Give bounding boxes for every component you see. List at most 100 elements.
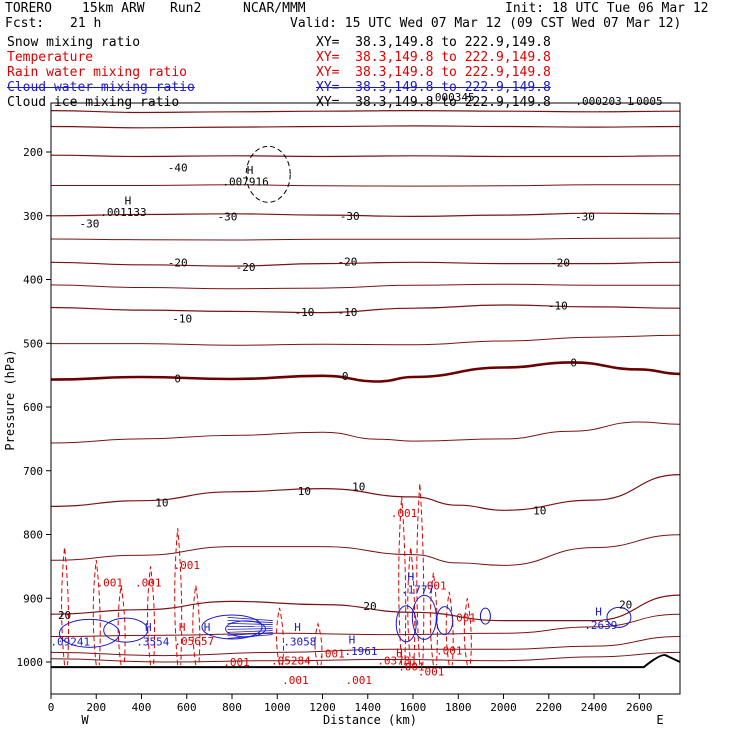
y-axis-title: Pressure (hPa) xyxy=(3,349,17,450)
rain-max-marker: H xyxy=(396,646,403,659)
rain-contour xyxy=(463,598,472,666)
isotherm-label: 20 xyxy=(363,600,376,613)
rain-label: .05284 xyxy=(271,655,311,668)
isotherm--30 xyxy=(50,212,681,218)
x-end-label-west: W xyxy=(81,713,89,727)
model-run: Run2 xyxy=(170,1,202,16)
cloud-water-max-marker: H xyxy=(407,571,414,584)
rain-label: .001 xyxy=(420,580,447,593)
rain-contour xyxy=(117,585,126,666)
model-resolution: 15km ARW xyxy=(82,1,145,16)
cloud-water-contour xyxy=(227,616,273,621)
y-tick-label: 700 xyxy=(23,465,43,478)
rain-label: .001 xyxy=(436,645,463,658)
rain-label: .001 xyxy=(282,674,309,687)
isotherm-label: 20 xyxy=(619,599,632,612)
isotherm-minor xyxy=(50,184,680,187)
fcst-label: Fcst: xyxy=(5,16,45,31)
isotherm--40 xyxy=(50,154,681,158)
snow-max-contour xyxy=(245,145,291,203)
snow-ice-label: .007916 xyxy=(222,175,268,188)
x-tick-label: 200 xyxy=(86,701,106,714)
isotherm-label: 10 xyxy=(533,504,546,517)
isotherm-label: -20 xyxy=(550,256,570,269)
cloud-water-max-marker: H xyxy=(204,621,211,634)
cloud-water-contour xyxy=(227,628,273,630)
snow-ice-label: .000203 xyxy=(575,95,621,108)
cloud-water-contour xyxy=(103,617,149,643)
cloud-water-contour xyxy=(201,614,263,640)
rain-contour xyxy=(92,559,101,666)
field-cloudwater-xy: XY= 38.3,149.8 to 222.9,149.8 xyxy=(316,80,551,95)
cloud-water-contour xyxy=(227,619,273,623)
cloud-water-label: .3058 xyxy=(283,636,316,649)
cloud-water-max-marker: H xyxy=(145,621,152,634)
cloud-water-contour xyxy=(227,632,273,636)
isotherm-near-surface xyxy=(50,613,681,637)
isotherm-label: -10 xyxy=(294,306,314,319)
isotherm-near-surface xyxy=(50,636,681,657)
cloud-water-max-marker: H xyxy=(294,621,301,634)
rain-max-value: .001 xyxy=(398,660,425,673)
isotherm-label: -10 xyxy=(172,312,192,325)
cloud-water-label: .3554 xyxy=(136,636,169,649)
isotherm-label: -30 xyxy=(218,210,238,223)
isotherm--10 xyxy=(50,304,681,314)
rain-contour xyxy=(416,483,425,666)
isotherm-label: -30 xyxy=(575,210,595,223)
field-temperature-xy: XY= 38.3,149.8 to 222.9,149.8 xyxy=(316,50,551,65)
model-name: TORERO xyxy=(5,1,52,16)
isotherm-label: -20 xyxy=(337,256,357,269)
y-tick-label: 300 xyxy=(23,210,43,223)
field-cloudwater-name: Cloud water mixing ratio xyxy=(7,80,195,95)
x-tick-label: 600 xyxy=(177,701,197,714)
isotherm-label: -30 xyxy=(80,217,100,230)
x-tick-label: 2200 xyxy=(536,701,563,714)
field-snow-xy: XY= 38.3,149.8 to 222.9,149.8 xyxy=(316,35,551,50)
isotherm-label: -30 xyxy=(340,210,360,223)
x-tick-label: 1800 xyxy=(445,701,472,714)
isotherm--50 xyxy=(50,109,681,114)
rain-label: .03781 xyxy=(377,655,417,668)
isotherm-label: 0 xyxy=(174,372,181,385)
x-tick-label: 0 xyxy=(48,701,55,714)
rain-label: .001 xyxy=(223,656,250,669)
rain-label: .001 xyxy=(418,666,445,679)
terrain-surface xyxy=(51,654,681,669)
isotherm-label: 20 xyxy=(58,609,71,622)
cloud-water-contour xyxy=(227,630,273,633)
x-tick-label: 1000 xyxy=(264,701,291,714)
isotherm-label: 0 xyxy=(342,370,349,383)
isotherm-label: 10 xyxy=(352,481,365,494)
plot-frame xyxy=(50,102,681,695)
cloud-water-contour xyxy=(479,607,491,625)
rain-max-value: .05657 xyxy=(174,635,214,648)
x-tick-label: 2400 xyxy=(581,701,608,714)
isotherm-label: -10 xyxy=(337,306,357,319)
cloud-water-label: .09241 xyxy=(50,636,90,649)
snow-ice-label: 1 xyxy=(627,95,634,108)
rain-contour xyxy=(174,528,183,666)
model-org: NCAR/MMM xyxy=(243,1,306,16)
isotherm-near-surface xyxy=(50,651,681,663)
x-tick-label: 2000 xyxy=(490,701,517,714)
x-axis-title: Distance (km) xyxy=(323,713,417,727)
cloud-water-contour xyxy=(395,605,417,643)
isotherm-minor xyxy=(50,421,681,444)
rain-label: .001 xyxy=(318,648,345,661)
cloud-water-contour xyxy=(411,594,437,640)
y-tick-label: 800 xyxy=(23,529,43,542)
rain-label: .001 xyxy=(135,576,162,589)
x-tick-label: 1200 xyxy=(309,701,336,714)
isotherm-label: 10 xyxy=(155,497,168,510)
cloud-water-contour xyxy=(58,618,120,648)
rain-contour xyxy=(192,585,201,666)
field-rain-xy: XY= 38.3,149.8 to 222.9,149.8 xyxy=(316,65,551,80)
cloud-water-label: .2639 xyxy=(584,619,617,632)
y-tick-label: 500 xyxy=(23,337,43,350)
isotherm-label: 0 xyxy=(570,356,577,369)
cloud-water-contour xyxy=(606,606,632,628)
isotherm-minor xyxy=(50,334,681,346)
snow-ice-label: .000345 xyxy=(428,91,474,104)
